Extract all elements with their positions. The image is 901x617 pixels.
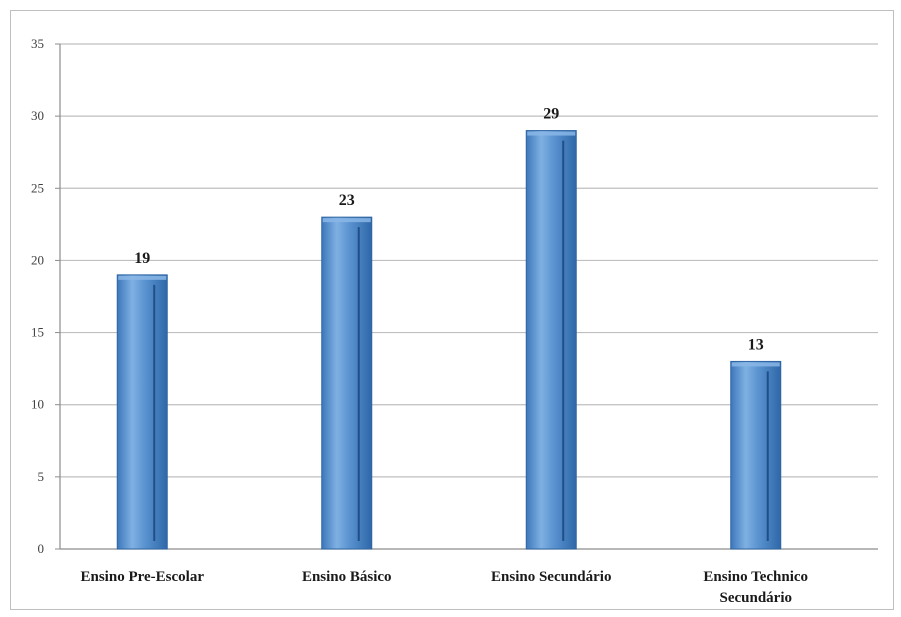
bar: [321, 216, 373, 550]
x-category-label: Ensino Pre-Escolar: [81, 569, 205, 585]
bars: [116, 130, 782, 550]
bar: [730, 360, 782, 550]
data-label: 13: [748, 336, 764, 353]
y-tick-label: 30: [31, 108, 44, 123]
bar-top-highlight: [731, 362, 780, 367]
data-label: 23: [339, 192, 355, 209]
data-label: 29: [543, 106, 559, 123]
labels: 0 5 10 15 20 25 30 35 19 Ensino Pre-Escolar 23 Ensi…: [31, 36, 808, 606]
x-category-label: Secundário: [719, 590, 792, 606]
data-label: 19: [134, 250, 150, 267]
bar: [116, 274, 168, 550]
x-category-label: Ensino Technico: [703, 569, 808, 585]
bar-top-highlight: [527, 131, 576, 136]
bar-top-highlight: [118, 275, 167, 280]
y-tick-label: 25: [31, 180, 44, 195]
y-tick-label: 35: [31, 36, 44, 51]
bar: [525, 130, 577, 550]
y-tick-label: 15: [31, 325, 44, 340]
y-tick-label: 0: [38, 541, 45, 556]
bar-top-highlight: [322, 218, 371, 223]
x-category-label: Ensino Básico: [302, 569, 392, 585]
x-category-label: Ensino Secundário: [491, 569, 611, 585]
y-tick-label: 10: [31, 397, 44, 412]
y-tick-label: 20: [31, 252, 44, 267]
y-tick-label: 5: [38, 469, 45, 484]
